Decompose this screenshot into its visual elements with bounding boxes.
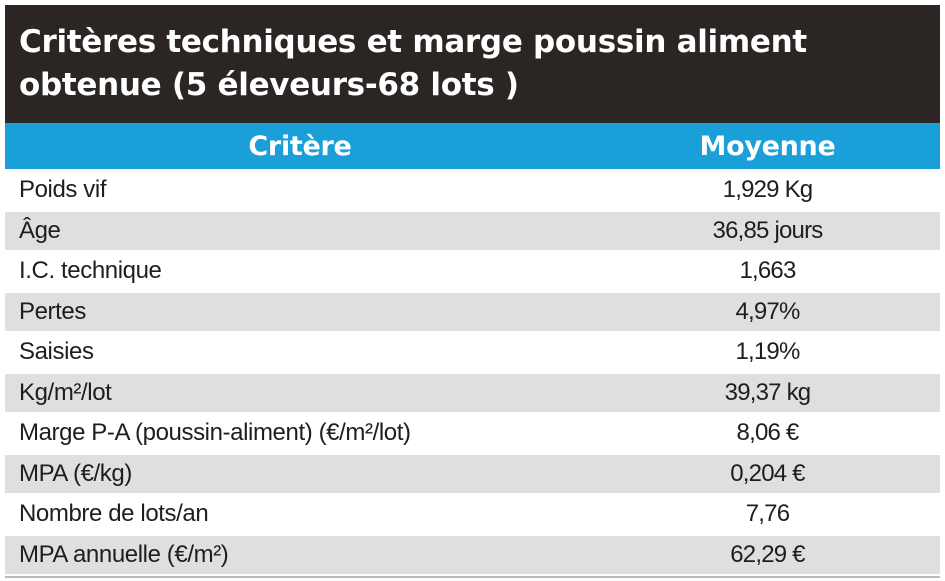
table-bottom-rule: [5, 576, 940, 578]
header-critere: Critère: [248, 130, 352, 162]
row-value: 62,29 €: [730, 540, 805, 568]
table-row: Nombre de lots/an 7,76: [5, 495, 940, 534]
table-row: Saisies 1,19%: [5, 333, 940, 372]
title-bar: Critères techniques et marge poussin ali…: [5, 5, 940, 123]
row-label: MPA (€/kg): [19, 459, 132, 487]
table-row: Poids vif 1,929 Kg: [5, 171, 940, 210]
table-row: Pertes 4,97%: [5, 292, 940, 331]
results-table-card: Critères techniques et marge poussin ali…: [5, 5, 940, 578]
row-value: 7,76: [745, 500, 790, 528]
row-value: 1,663: [739, 257, 796, 285]
table-row: MPA annuelle (€/m²) 62,29 €: [5, 535, 940, 574]
row-value: 1,929 Kg: [722, 176, 813, 204]
row-label: Âge: [19, 216, 61, 244]
row-label: Saisies: [19, 338, 94, 366]
table-title-line-2: obtenue (5 éleveurs-68 lots ): [19, 67, 519, 103]
row-value: 8,06 €: [736, 419, 800, 447]
row-value: 39,37 kg: [724, 378, 811, 406]
table-row: Marge P-A (poussin-aliment) (€/m²/lot) 8…: [5, 414, 940, 453]
row-value: 0,204 €: [730, 459, 805, 487]
row-label: Nombre de lots/an: [19, 500, 209, 528]
row-label: I.C. technique: [19, 257, 162, 285]
row-label: Marge P-A (poussin-aliment) (€/m²/lot): [19, 419, 411, 447]
table-row: Âge 36,85 jours: [5, 211, 940, 250]
table-row: Kg/m²/lot 39,37 kg: [5, 373, 940, 412]
header-moyenne: Moyenne: [699, 130, 836, 162]
criteria-table: Critère Moyenne Poids vif 1,929 Kg Âge 3…: [5, 123, 940, 578]
table-header-row: Critère Moyenne: [5, 123, 940, 169]
row-value: 4,97%: [735, 297, 800, 325]
row-label: Pertes: [19, 297, 86, 325]
table-title-line-1: Critères techniques et marge poussin ali…: [19, 24, 807, 60]
row-label: MPA annuelle (€/m²): [19, 540, 229, 568]
row-value: 1,19%: [735, 338, 800, 366]
row-value: 36,85 jours: [712, 216, 824, 244]
row-label: Poids vif: [19, 176, 107, 204]
row-label: Kg/m²/lot: [19, 378, 112, 406]
table-row: MPA (€/kg) 0,204 €: [5, 454, 940, 493]
table-row: I.C. technique 1,663: [5, 252, 940, 291]
